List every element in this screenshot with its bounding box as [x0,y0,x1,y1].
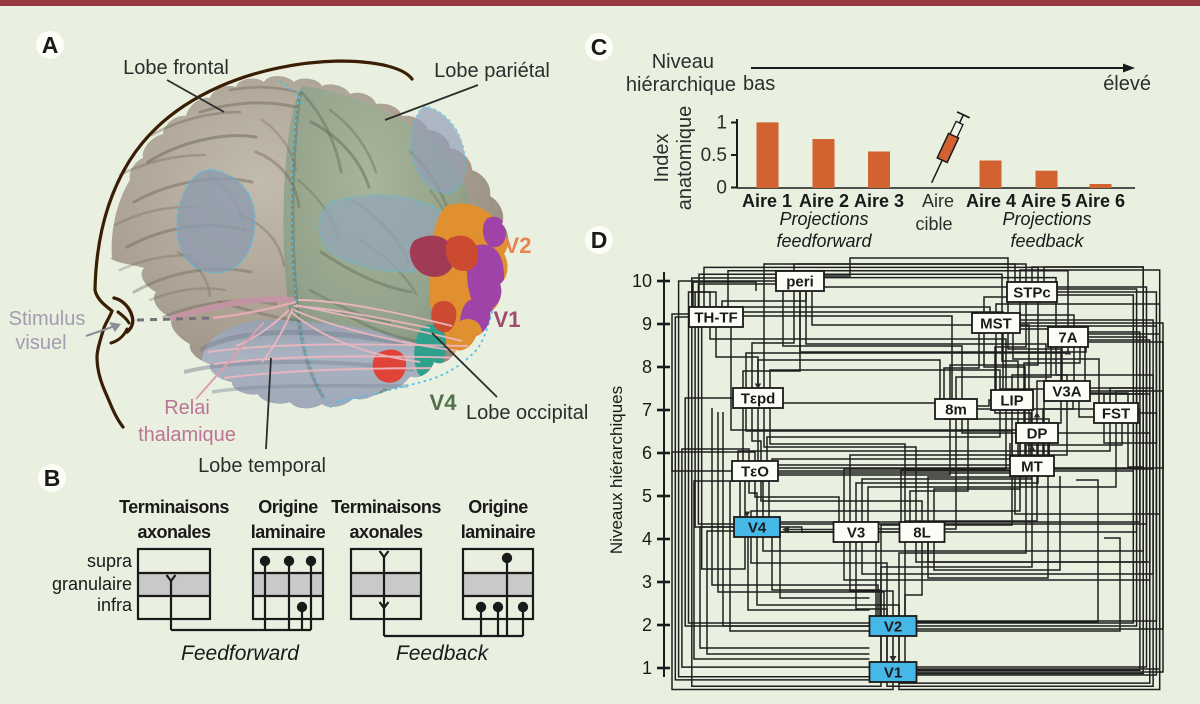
svg-text:Aire 2: Aire 2 [799,191,849,211]
svg-text:Stimulus: Stimulus [9,308,86,330]
svg-text:Aire: Aire [922,191,954,211]
svg-text:visuel: visuel [15,332,66,354]
svg-text:Terminaisons: Terminaisons [119,497,229,517]
svg-text:D: D [591,227,608,253]
svg-text:V1: V1 [494,307,521,332]
svg-text:9: 9 [642,314,652,334]
svg-text:V3A: V3A [1052,384,1081,401]
svg-text:0: 0 [716,178,727,199]
svg-text:Origine: Origine [468,497,528,517]
svg-text:Aire 6: Aire 6 [1075,191,1125,211]
svg-text:Niveaux hiérarchiques: Niveaux hiérarchiques [607,386,626,554]
svg-text:axonales: axonales [349,522,423,542]
svg-text:Lobe pariétal: Lobe pariétal [434,60,550,82]
svg-text:thalamique: thalamique [138,424,236,446]
svg-text:Niveau: Niveau [652,51,714,73]
svg-text:Aire 5: Aire 5 [1021,191,1071,211]
svg-text:A: A [42,32,59,58]
svg-text:TεO: TεO [741,464,769,481]
svg-text:Feedforward: Feedforward [181,642,300,665]
svg-text:LIP: LIP [1000,393,1023,410]
svg-text:Origine: Origine [258,497,318,517]
svg-text:6: 6 [642,443,652,463]
svg-text:0.5: 0.5 [701,145,727,166]
svg-text:Index: Index [651,134,673,183]
svg-text:V2: V2 [505,233,532,258]
svg-text:feedback: feedback [1010,231,1084,251]
svg-text:Aire 3: Aire 3 [854,191,904,211]
svg-text:1: 1 [716,113,727,134]
svg-text:Aire 1: Aire 1 [742,191,792,211]
svg-text:anatomique: anatomique [674,106,696,211]
svg-text:8: 8 [642,357,652,377]
svg-text:feedforward: feedforward [776,231,872,251]
svg-text:STPc: STPc [1013,285,1051,302]
svg-text:Feedback: Feedback [396,642,490,665]
svg-text:C: C [591,34,608,60]
svg-text:Aire 4: Aire 4 [966,191,1016,211]
svg-text:Tεpd: Tεpd [741,391,776,408]
svg-text:MST: MST [980,316,1012,333]
svg-text:5: 5 [642,486,652,506]
svg-text:V4: V4 [430,390,458,415]
svg-text:FST: FST [1102,406,1130,423]
svg-text:8m: 8m [945,402,967,419]
svg-text:10: 10 [632,271,652,291]
svg-text:laminaire: laminaire [461,522,536,542]
svg-text:V4: V4 [748,520,767,537]
svg-text:laminaire: laminaire [251,522,326,542]
svg-text:B: B [44,465,61,491]
svg-text:V3: V3 [847,525,865,542]
svg-text:DP: DP [1027,426,1048,443]
svg-text:V1: V1 [884,665,902,682]
svg-text:7: 7 [642,400,652,420]
svg-text:Lobe temporal: Lobe temporal [198,455,326,477]
svg-text:Lobe frontal: Lobe frontal [123,57,229,79]
svg-text:Projections: Projections [779,209,868,229]
svg-text:Projections: Projections [1002,209,1091,229]
svg-text:hiérarchique: hiérarchique [626,74,736,96]
svg-text:2: 2 [642,615,652,635]
svg-text:axonales: axonales [137,522,211,542]
svg-text:TH-TF: TH-TF [694,310,737,327]
svg-text:3: 3 [642,572,652,592]
svg-text:Terminaisons: Terminaisons [331,497,441,517]
svg-text:Lobe occipital: Lobe occipital [466,402,588,424]
svg-text:cible: cible [915,214,952,234]
svg-text:MT: MT [1021,459,1043,476]
svg-text:4: 4 [642,529,652,549]
svg-text:V2: V2 [884,619,902,636]
svg-text:élevé: élevé [1103,73,1151,95]
svg-text:bas: bas [743,73,775,95]
svg-text:Relai: Relai [164,397,210,419]
svg-text:supra: supra [87,551,133,571]
svg-text:peri: peri [786,274,814,291]
svg-text:7A: 7A [1058,330,1077,347]
svg-text:granulaire: granulaire [52,574,132,594]
svg-text:8L: 8L [913,525,931,542]
svg-text:infra: infra [97,595,133,615]
svg-text:1: 1 [642,658,652,678]
